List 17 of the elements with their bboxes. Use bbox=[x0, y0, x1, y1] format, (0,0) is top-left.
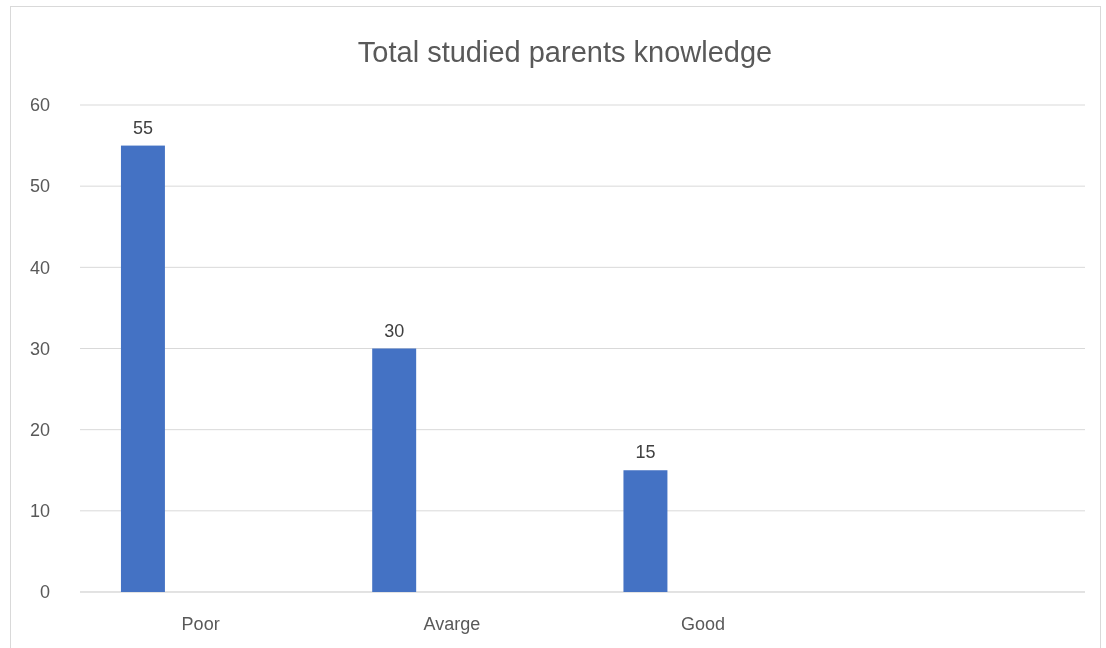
x-tick-label: Poor bbox=[181, 614, 220, 634]
y-tick-label: 10 bbox=[29, 501, 50, 522]
bar bbox=[623, 470, 668, 592]
bar bbox=[372, 348, 417, 592]
y-tick-label: 20 bbox=[29, 419, 50, 440]
data-label: 55 bbox=[132, 117, 153, 138]
y-tick-label: 50 bbox=[29, 176, 50, 197]
y-tick-label: 40 bbox=[29, 257, 50, 278]
data-label: 30 bbox=[384, 320, 405, 341]
data-label: 15 bbox=[635, 442, 656, 463]
chart-title: Total studied parents knowledge bbox=[357, 36, 773, 68]
y-tick-label: 0 bbox=[39, 582, 50, 603]
y-tick-label: 60 bbox=[29, 95, 50, 116]
x-tick-label: Good bbox=[681, 614, 726, 634]
bar bbox=[120, 145, 165, 592]
x-tick-label: Avarge bbox=[423, 614, 481, 634]
y-tick-label: 30 bbox=[29, 338, 50, 359]
